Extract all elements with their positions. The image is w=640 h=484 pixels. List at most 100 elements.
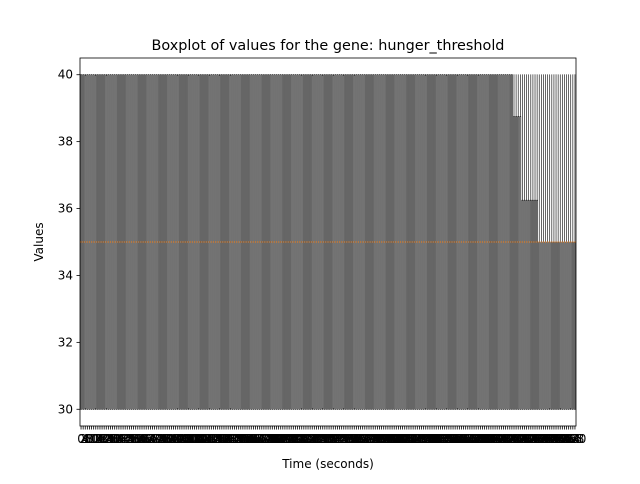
x-tick-label: 262 bbox=[345, 432, 368, 446]
box-55 bbox=[195, 74, 198, 410]
box-158 bbox=[412, 74, 414, 410]
x-tick-label: 100 bbox=[175, 432, 198, 446]
x-axis-label: Time (seconds) bbox=[281, 457, 374, 471]
box-200 bbox=[500, 74, 503, 410]
x-tick-label: 228 bbox=[309, 432, 332, 446]
box-145 bbox=[384, 74, 387, 410]
x-tick-label: 334 bbox=[421, 432, 444, 446]
box-208 bbox=[517, 74, 520, 410]
box-183 bbox=[464, 74, 467, 410]
box-body bbox=[529, 199, 532, 410]
box-body bbox=[525, 199, 528, 410]
box-23 bbox=[128, 74, 131, 410]
x-tick-label: 48 bbox=[124, 432, 139, 446]
x-tick-label: 434 bbox=[526, 432, 549, 446]
box-159 bbox=[414, 74, 417, 410]
x-tick-label: 196 bbox=[276, 432, 299, 446]
box-4 bbox=[88, 74, 91, 410]
box-32 bbox=[147, 74, 150, 410]
box-74 bbox=[235, 74, 238, 410]
x-tick-label: 192 bbox=[271, 432, 294, 446]
x-tick-label: 286 bbox=[370, 432, 393, 446]
box-84 bbox=[256, 74, 259, 410]
x-tick-label: 394 bbox=[484, 432, 507, 446]
box-52 bbox=[189, 74, 192, 410]
x-tick-label: 330 bbox=[416, 432, 439, 446]
x-tick-label: 122 bbox=[198, 432, 221, 446]
box-11 bbox=[103, 74, 105, 410]
box-63 bbox=[212, 74, 215, 410]
x-tick-label: 232 bbox=[313, 432, 336, 446]
x-tick-label: 242 bbox=[324, 432, 347, 446]
x-tick-label: 12 bbox=[86, 432, 101, 446]
box-175 bbox=[448, 74, 450, 410]
box-173 bbox=[443, 74, 446, 410]
x-tick-label: 140 bbox=[217, 432, 240, 446]
box-34 bbox=[151, 74, 154, 410]
x-tick-label: 356 bbox=[444, 432, 467, 446]
x-tick-label: 430 bbox=[521, 432, 544, 446]
box-221 bbox=[544, 74, 547, 410]
box-103 bbox=[296, 74, 299, 410]
x-tick-label: 174 bbox=[252, 432, 275, 446]
box-114 bbox=[319, 74, 322, 410]
x-tick-label: 426 bbox=[517, 432, 540, 446]
box-160 bbox=[416, 74, 419, 410]
x-tick-label: 86 bbox=[164, 432, 179, 446]
x-tick-label: 90 bbox=[168, 432, 183, 446]
box-222 bbox=[546, 74, 549, 410]
box-128 bbox=[349, 74, 351, 410]
box-154 bbox=[403, 74, 406, 410]
x-tick-label: 30 bbox=[105, 432, 120, 446]
box-72 bbox=[231, 74, 234, 410]
box-212 bbox=[525, 74, 528, 410]
box-197 bbox=[494, 74, 496, 410]
box-225 bbox=[553, 74, 555, 410]
box-211 bbox=[523, 74, 526, 410]
x-tick-label: 172 bbox=[250, 432, 273, 446]
box-137 bbox=[368, 74, 370, 410]
x-tick-label: 74 bbox=[151, 432, 166, 446]
x-tick-label: 160 bbox=[238, 432, 261, 446]
y-axis: 30 32 34 36 38 40 bbox=[58, 68, 80, 416]
x-tick-label: 268 bbox=[351, 432, 374, 446]
box-207 bbox=[515, 74, 517, 410]
x-tick-label: 264 bbox=[347, 432, 370, 446]
box-198 bbox=[496, 74, 499, 410]
box-227 bbox=[557, 74, 559, 410]
box-54 bbox=[193, 74, 196, 410]
box-104 bbox=[298, 74, 301, 410]
box-35 bbox=[153, 74, 156, 410]
x-tick-label: 16 bbox=[90, 432, 105, 446]
box-220 bbox=[542, 74, 545, 410]
x-tick-label: 404 bbox=[494, 432, 517, 446]
x-tick-label: 6 bbox=[84, 432, 92, 446]
box-215 bbox=[532, 74, 534, 410]
box-152 bbox=[399, 74, 402, 410]
x-tick-label: 204 bbox=[284, 432, 307, 446]
x-tick-label: 202 bbox=[282, 432, 305, 446]
x-tick-label: 2 bbox=[79, 432, 87, 446]
box-16 bbox=[113, 74, 116, 410]
y-axis-label: Values bbox=[32, 222, 46, 261]
x-tick-label: 14 bbox=[88, 432, 103, 446]
x-tick-label: 50 bbox=[126, 432, 141, 446]
box-69 bbox=[225, 74, 227, 410]
box-85 bbox=[258, 74, 261, 410]
box-61 bbox=[208, 74, 211, 410]
box-234 bbox=[572, 74, 574, 410]
x-tick-label: 176 bbox=[255, 432, 278, 446]
x-tick-label: 164 bbox=[242, 432, 265, 446]
box-141 bbox=[376, 74, 379, 410]
x-tick-label: 36 bbox=[111, 432, 126, 446]
box-94 bbox=[277, 74, 280, 410]
x-tick-label: 450 bbox=[542, 432, 565, 446]
box-26 bbox=[134, 74, 137, 410]
x-tick-label: 328 bbox=[414, 432, 437, 446]
x-tick-label: 94 bbox=[172, 432, 187, 446]
box-78 bbox=[244, 74, 246, 410]
box-body bbox=[527, 199, 530, 410]
box-184 bbox=[466, 74, 469, 410]
x-tick-label: 84 bbox=[162, 432, 177, 446]
box-151 bbox=[397, 74, 400, 410]
